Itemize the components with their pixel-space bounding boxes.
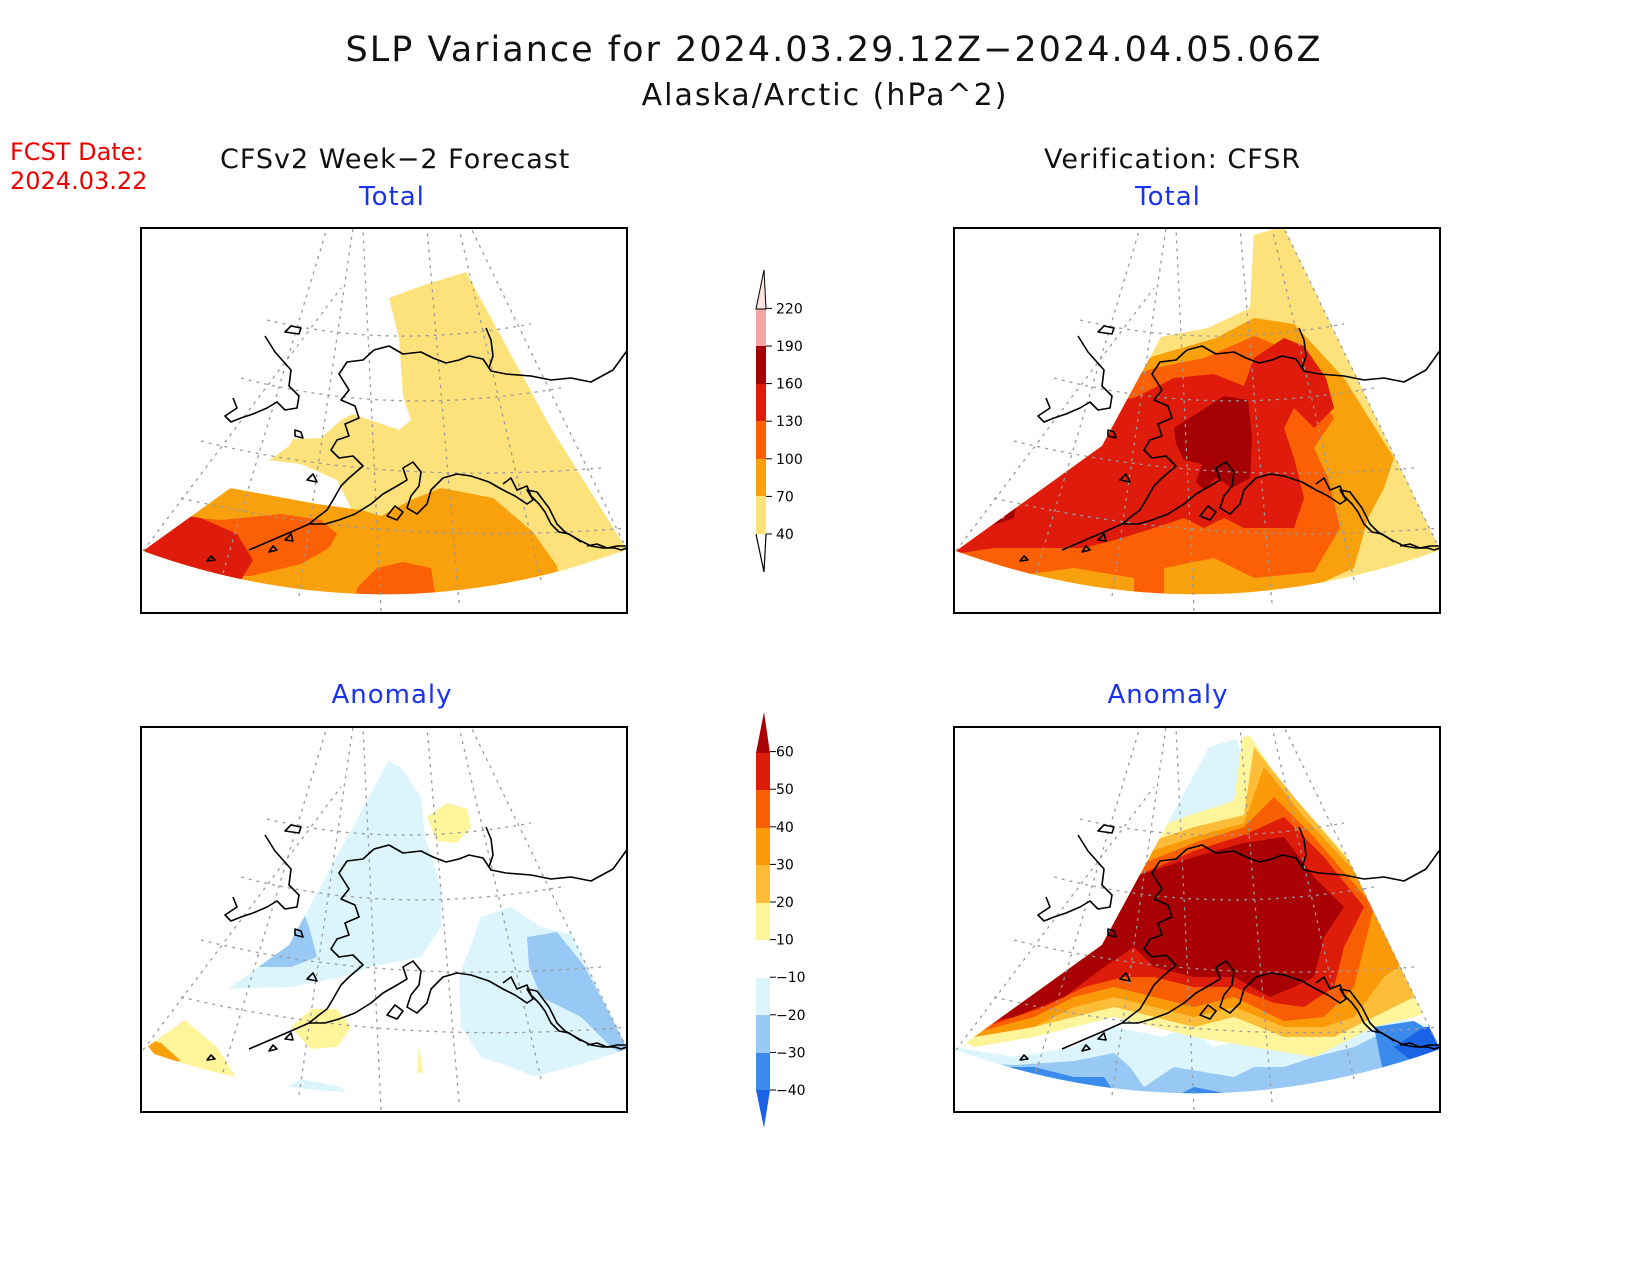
colorbar-total-label: 220 [776,301,803,317]
colorbar-anomaly-label: −20 [776,1008,806,1024]
left-column-heading: CFSv2 Week−2 Forecast [220,144,571,175]
main-subtitle: Alaska/Arctic (hPa^2) [641,78,1009,113]
fcst-date-block: FCST Date: 2024.03.22 [10,138,147,196]
map-verification-total [953,227,1441,614]
panel-title-verification-anomaly: Anomaly [1107,680,1229,710]
colorbar-total-label: 160 [776,377,803,393]
colorbar-total-label: 100 [776,452,803,468]
colorbar-anomaly-label: 60 [776,745,794,761]
colorbar-anomaly-label: 10 [776,933,794,949]
panel-title-forecast-anomaly: Anomaly [331,680,453,710]
colorbar-anomaly-label: 20 [776,895,794,911]
panel-title-verification-total: Total [1135,182,1201,212]
colorbar-total-label: 40 [776,527,794,543]
colorbar-anomaly-label: −40 [776,1083,806,1099]
panel-title-forecast-total: Total [359,182,425,212]
fcst-date-label: FCST Date: [10,138,144,166]
fcst-date-value: 2024.03.22 [10,167,148,195]
map-verification-anomaly [953,726,1441,1113]
colorbar-anomaly-label: 50 [776,782,794,798]
right-column-heading: Verification: CFSR [1044,144,1302,175]
colorbar-total-label: 190 [776,339,803,355]
colorbar-anomaly-label: −10 [776,970,806,986]
colorbar-anomaly-label: 30 [776,857,794,873]
colorbar-total-label: 130 [776,414,803,430]
main-title: SLP Variance for 2024.03.29.12Z−2024.04.… [345,30,1323,70]
map-forecast-total [140,227,628,614]
colorbar-anomaly: −40 −30 −20 −10 10 20 30 40 50 60 [756,712,806,1128]
colorbar-anomaly-label: 40 [776,820,794,836]
colorbar-total: 40 70 100 130 160 190 220 [755,269,803,573]
colorbar-anomaly-label: −30 [776,1045,806,1061]
map-forecast-anomaly [140,726,628,1113]
colorbar-total-label: 70 [776,489,794,505]
